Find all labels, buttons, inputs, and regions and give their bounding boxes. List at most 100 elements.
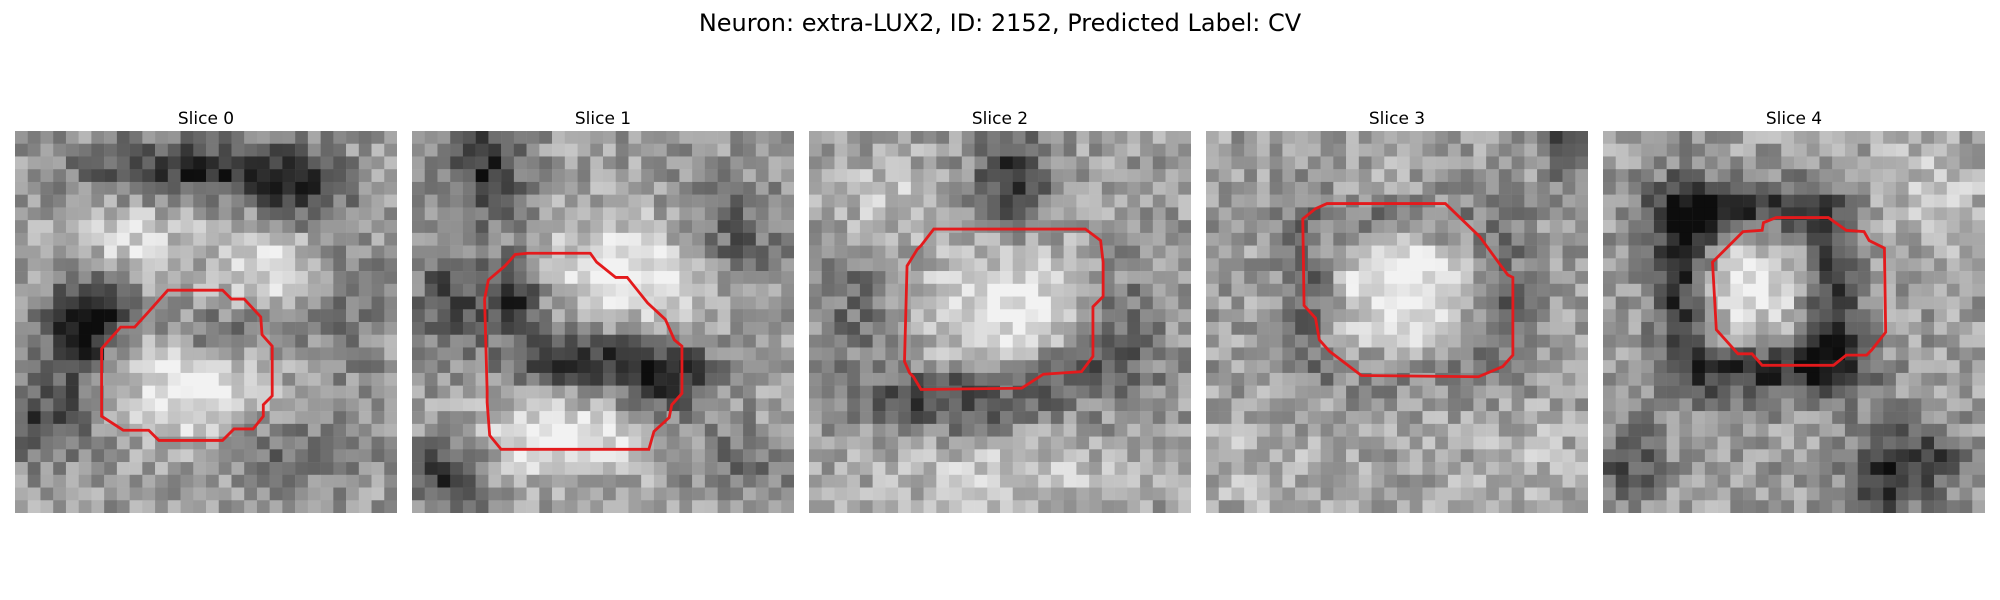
image-pixel bbox=[1908, 258, 1922, 272]
image-pixel bbox=[180, 423, 194, 437]
image-pixel bbox=[1511, 156, 1525, 170]
image-pixel bbox=[1000, 283, 1013, 297]
image-pixel bbox=[1717, 220, 1731, 234]
image-pixel bbox=[371, 449, 385, 463]
image-pixel bbox=[539, 169, 553, 183]
image-pixel bbox=[961, 500, 975, 513]
image-pixel bbox=[1794, 462, 1807, 476]
image-pixel bbox=[155, 220, 169, 234]
image-pixel bbox=[256, 436, 270, 450]
image-pixel bbox=[412, 462, 425, 476]
image-pixel bbox=[809, 220, 822, 234]
image-pixel bbox=[1603, 271, 1616, 285]
image-pixel bbox=[809, 487, 822, 501]
image-pixel bbox=[1473, 500, 1487, 513]
image-pixel bbox=[1934, 487, 1948, 501]
image-pixel bbox=[755, 322, 769, 335]
image-pixel bbox=[1603, 411, 1616, 425]
image-pixel bbox=[1844, 309, 1858, 323]
image-pixel bbox=[1307, 500, 1321, 513]
image-pixel bbox=[910, 385, 924, 399]
image-pixel bbox=[91, 156, 105, 170]
image-pixel bbox=[526, 449, 540, 463]
image-pixel bbox=[91, 322, 105, 335]
image-pixel bbox=[704, 449, 718, 463]
image-pixel bbox=[1524, 487, 1538, 501]
image-pixel bbox=[628, 436, 642, 450]
image-pixel bbox=[755, 474, 769, 488]
image-pixel bbox=[692, 143, 706, 157]
image-pixel bbox=[1768, 398, 1782, 412]
image-pixel bbox=[116, 131, 130, 144]
image-pixel bbox=[1358, 131, 1372, 144]
image-pixel bbox=[564, 207, 578, 221]
image-pixel bbox=[307, 487, 321, 501]
image-pixel bbox=[358, 271, 372, 285]
image-pixel bbox=[129, 232, 143, 246]
image-pixel bbox=[1730, 131, 1744, 144]
image-pixel bbox=[834, 131, 848, 144]
image-pixel bbox=[974, 487, 988, 501]
image-pixel bbox=[564, 232, 578, 246]
image-pixel bbox=[180, 169, 194, 183]
image-pixel bbox=[1346, 207, 1360, 221]
image-pixel bbox=[282, 423, 296, 437]
image-pixel bbox=[859, 474, 873, 488]
image-pixel bbox=[450, 372, 464, 386]
image-pixel bbox=[1781, 423, 1795, 437]
image-pixel bbox=[590, 487, 604, 501]
image-pixel bbox=[91, 258, 105, 272]
image-pixel bbox=[1089, 245, 1103, 259]
image-pixel bbox=[104, 423, 118, 437]
image-pixel bbox=[1832, 245, 1846, 259]
image-pixel bbox=[768, 309, 782, 323]
image-pixel bbox=[1447, 423, 1461, 437]
image-pixel bbox=[526, 283, 540, 297]
image-pixel bbox=[564, 309, 578, 323]
image-pixel bbox=[1206, 194, 1219, 208]
image-pixel bbox=[1000, 347, 1013, 361]
image-pixel bbox=[974, 131, 988, 144]
image-pixel bbox=[1844, 322, 1858, 335]
image-pixel bbox=[1717, 411, 1731, 425]
image-pixel bbox=[717, 487, 731, 501]
image-pixel bbox=[1101, 347, 1115, 361]
image-pixel bbox=[1615, 156, 1629, 170]
image-pixel bbox=[104, 309, 118, 323]
image-pixel bbox=[768, 462, 782, 476]
image-pixel bbox=[717, 220, 731, 234]
image-pixel bbox=[704, 194, 718, 208]
image-pixel bbox=[78, 258, 92, 272]
image-pixel bbox=[1114, 258, 1128, 272]
image-pixel bbox=[1409, 309, 1423, 323]
image-pixel bbox=[1206, 143, 1219, 157]
image-pixel bbox=[974, 423, 988, 437]
image-pixel bbox=[256, 207, 270, 221]
image-pixel bbox=[821, 156, 835, 170]
grayscale-microscopy-image bbox=[15, 131, 397, 513]
image-pixel bbox=[1140, 436, 1154, 450]
image-pixel bbox=[193, 449, 207, 463]
image-pixel bbox=[641, 194, 655, 208]
image-pixel bbox=[653, 143, 667, 157]
image-pixel bbox=[53, 169, 67, 183]
image-pixel bbox=[539, 309, 553, 323]
image-pixel bbox=[564, 385, 578, 399]
image-pixel bbox=[1050, 372, 1064, 386]
image-pixel bbox=[603, 436, 616, 450]
image-pixel bbox=[180, 500, 194, 513]
image-pixel bbox=[231, 258, 245, 272]
image-pixel bbox=[730, 411, 744, 425]
image-pixel bbox=[730, 156, 744, 170]
image-pixel bbox=[743, 207, 757, 221]
image-pixel bbox=[1603, 156, 1616, 170]
image-pixel bbox=[1435, 245, 1449, 259]
image-pixel bbox=[1857, 487, 1871, 501]
image-pixel bbox=[1409, 296, 1423, 310]
image-pixel bbox=[282, 131, 296, 144]
image-pixel bbox=[1575, 385, 1588, 399]
image-pixel bbox=[1730, 436, 1744, 450]
image-pixel bbox=[1486, 385, 1500, 399]
image-pixel bbox=[1397, 360, 1410, 374]
image-pixel bbox=[1666, 220, 1680, 234]
